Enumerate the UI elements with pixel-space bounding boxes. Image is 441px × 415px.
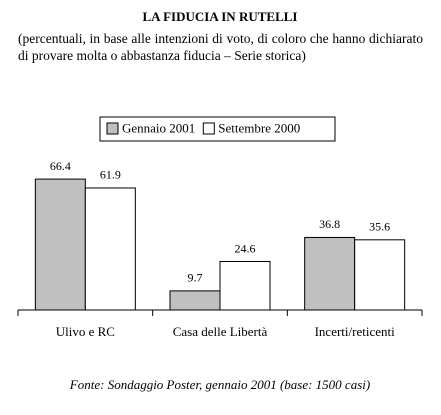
bar: [354, 239, 406, 311]
bar: [169, 290, 221, 311]
value-label: 24.6: [235, 241, 256, 255]
chart-title: LA FIDUCIA IN RUTELLI: [143, 9, 298, 24]
x-tick-label: Incerti/reticenti: [315, 324, 396, 339]
source-note: Fonte: Sondaggio Poster, gennaio 2001 (b…: [69, 377, 370, 392]
legend-label: Gennaio 2001: [122, 120, 195, 135]
bar: [84, 187, 136, 311]
x-tick-label: Casa delle Libertà: [173, 324, 268, 339]
legend-swatch: [202, 122, 215, 135]
value-label: 36.8: [319, 217, 340, 231]
legend-box: [99, 116, 336, 142]
value-label: 66.4: [50, 159, 71, 173]
x-tick-label: Ulivo e RC: [56, 324, 115, 339]
chart-subtitle: (percentuali, in base alle intenzioni di…: [18, 31, 423, 63]
bar: [219, 261, 271, 311]
legend-label: Settembre 2000: [218, 120, 300, 135]
bar: [34, 178, 86, 311]
value-label: 35.6: [369, 220, 390, 234]
bar: [304, 236, 356, 311]
value-label: 61.9: [100, 168, 121, 182]
legend-swatch: [106, 122, 119, 135]
value-label: 9.7: [188, 271, 203, 285]
